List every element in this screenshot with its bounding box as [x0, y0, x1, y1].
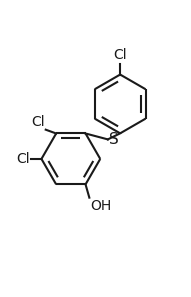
- Text: Cl: Cl: [16, 152, 30, 166]
- Text: S: S: [109, 132, 119, 146]
- Text: Cl: Cl: [31, 115, 45, 129]
- Text: Cl: Cl: [113, 48, 127, 62]
- Text: OH: OH: [90, 199, 112, 213]
